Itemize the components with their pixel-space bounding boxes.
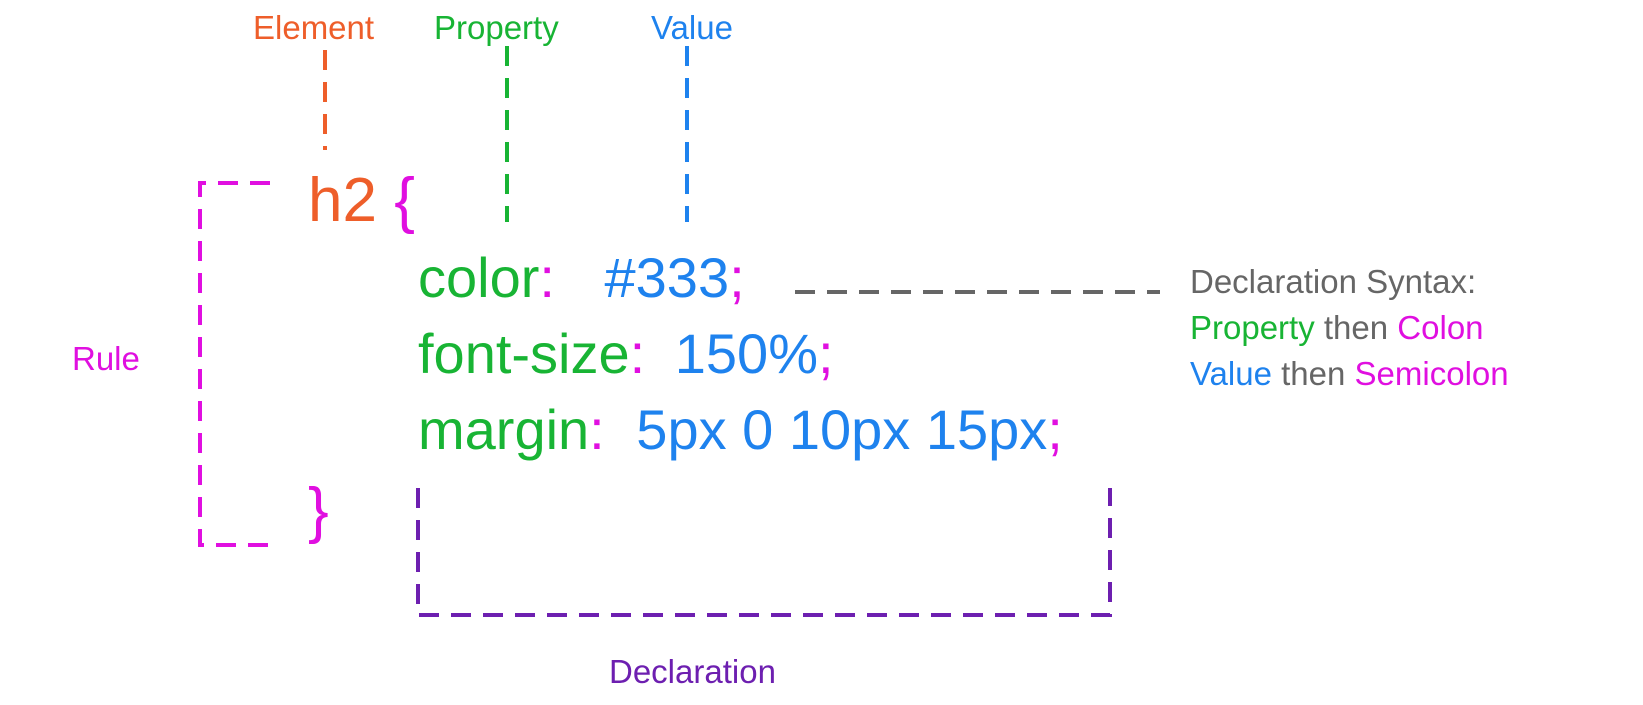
property-value: #333 [604,246,730,309]
syntax-semicolon: Semicolon [1354,355,1509,392]
declaration-line-margin: margin: 5px 0 10px 15px; [418,402,1063,458]
syntax-note-line-3: Value then Semicolon [1190,351,1509,397]
syntax-then: then [1271,355,1355,392]
syntax-then: then [1314,309,1398,346]
syntax-note-title: Declaration Syntax: [1190,263,1477,300]
selector: h2 [308,166,377,235]
property-label: Property [434,9,559,46]
property-name: color [418,246,540,309]
property-value: 5px 0 10px 15px [636,398,1048,461]
colon: : [589,398,605,461]
syntax-value: Value [1190,355,1272,392]
selector-line: h2 { [308,170,415,232]
semicolon: ; [1047,398,1063,461]
property-name: margin [418,398,590,461]
colon: : [539,246,555,309]
semicolon: ; [729,246,745,309]
close-brace: } [308,476,329,545]
open-brace: { [394,166,415,235]
property-name: font-size [418,322,630,385]
declaration-label: Declaration [609,653,776,690]
syntax-note-line-2: Property then Colon [1190,305,1509,351]
semicolon: ; [818,322,834,385]
declaration-line-color: color: #333; [418,250,745,306]
declaration-syntax-note: Declaration Syntax: Property then Colon … [1190,259,1509,397]
property-value: 150% [674,322,818,385]
value-label: Value [651,9,733,46]
rule-label: Rule [72,340,140,377]
colon: : [629,322,646,385]
syntax-property: Property [1190,309,1315,346]
element-label: Element [253,9,375,46]
declaration-bracket [416,488,1112,617]
rule-bracket [198,181,270,547]
declaration-line-font-size: font-size: 150%; [418,326,834,382]
syntax-colon: Colon [1397,309,1484,346]
